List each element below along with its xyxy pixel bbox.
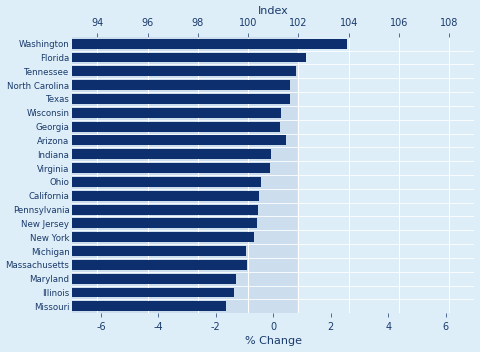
X-axis label: % Change: % Change [245, 337, 302, 346]
Bar [72, 232, 254, 242]
Bar [72, 149, 271, 159]
Bar [299, 37, 474, 313]
Point [284, 234, 291, 240]
Bar [72, 246, 246, 256]
Point [255, 151, 263, 157]
Bar [72, 80, 289, 90]
Bar [72, 301, 226, 311]
Point [285, 138, 293, 143]
Bar [72, 274, 236, 284]
Bar [72, 52, 306, 62]
Point [327, 221, 335, 226]
Bar [72, 108, 281, 118]
Bar [72, 66, 296, 76]
Point [279, 69, 287, 74]
Point [261, 207, 268, 212]
Point [281, 41, 288, 46]
Point [282, 55, 290, 60]
Bar [72, 37, 299, 313]
Bar [72, 177, 261, 187]
Point [250, 96, 258, 102]
Point [255, 276, 263, 282]
Point [281, 82, 288, 88]
Bar [72, 163, 270, 173]
Point [218, 290, 226, 295]
Point [218, 303, 226, 309]
Point [284, 179, 291, 185]
Bar [72, 260, 247, 270]
Point [304, 165, 312, 171]
Bar [72, 191, 260, 201]
Bar [72, 205, 258, 214]
Bar [72, 218, 257, 228]
X-axis label: Index: Index [258, 6, 288, 15]
Point [261, 193, 268, 199]
Bar [72, 288, 234, 297]
Bar [72, 136, 286, 145]
Bar [72, 94, 289, 104]
Bar [72, 39, 347, 49]
Point [255, 248, 263, 254]
Point [295, 262, 303, 268]
Point [275, 110, 283, 115]
Bar [72, 122, 280, 132]
Point [255, 124, 263, 130]
